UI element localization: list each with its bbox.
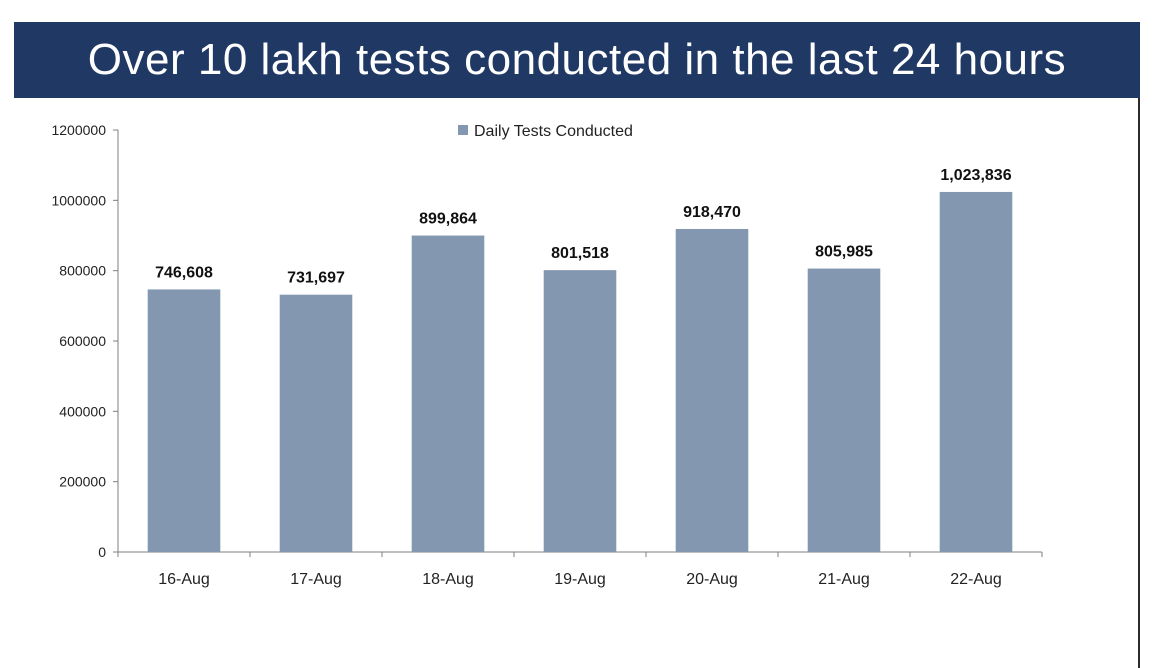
x-category-label: 19-Aug <box>554 571 606 588</box>
data-label: 918,470 <box>683 204 741 221</box>
bar <box>147 289 221 552</box>
y-axis-ticks: 0 200000 400000 600000 800000 1000000 1200000 <box>51 122 118 560</box>
bar <box>675 229 749 553</box>
y-tick-label: 800000 <box>59 263 106 279</box>
y-tick-label: 1200000 <box>51 122 106 138</box>
title-banner: Over 10 lakh tests conducted in the last… <box>14 22 1140 98</box>
x-category-label: 17-Aug <box>290 571 342 588</box>
x-category-label: 20-Aug <box>686 571 738 588</box>
y-tick-label: 600000 <box>59 333 106 349</box>
legend-label: Daily Tests Conducted <box>474 123 633 140</box>
data-label: 731,697 <box>287 270 345 287</box>
y-tick-label: 1000000 <box>51 192 106 208</box>
x-category-label: 18-Aug <box>422 571 474 588</box>
data-label: 899,864 <box>419 211 477 228</box>
data-label: 805,985 <box>815 244 873 261</box>
bar <box>279 294 353 552</box>
legend: Daily Tests Conducted <box>458 123 633 140</box>
bars: 746,608 731,697 899,864 801,518 918,470 805,9… <box>147 167 1013 553</box>
data-label: 746,608 <box>155 264 213 281</box>
bar <box>939 191 1013 553</box>
y-tick-label: 200000 <box>59 474 106 490</box>
y-tick-label: 0 <box>98 544 106 560</box>
y-tick-label: 400000 <box>59 403 106 419</box>
bar <box>411 235 485 552</box>
legend-swatch <box>458 125 468 135</box>
page-title: Over 10 lakh tests conducted in the last… <box>87 35 1067 84</box>
bar <box>807 268 881 552</box>
data-label: 801,518 <box>551 245 609 262</box>
frame-border <box>1138 96 1140 668</box>
data-label: 1,023,836 <box>940 167 1011 184</box>
x-category-label: 21-Aug <box>818 571 870 588</box>
x-category-label: 22-Aug <box>950 571 1002 588</box>
x-axis-labels: 16-Aug 17-Aug 18-Aug 19-Aug 20-Aug 21-Aug 22-A… <box>117 552 1043 588</box>
bar <box>543 270 617 552</box>
x-category-label: 16-Aug <box>158 571 210 588</box>
